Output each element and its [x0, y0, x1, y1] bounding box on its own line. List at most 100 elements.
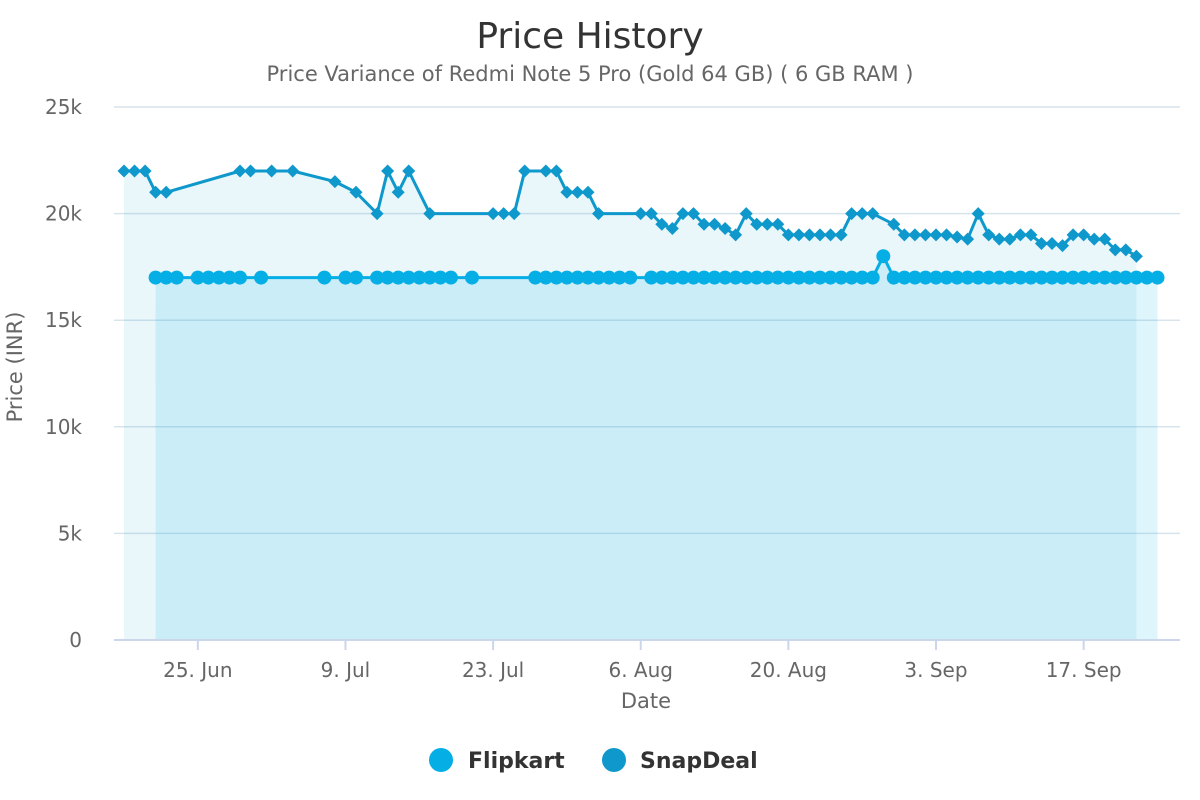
point-flipkart[interactable] — [886, 270, 901, 285]
point-flipkart[interactable] — [760, 270, 775, 285]
point-snapdeal[interactable] — [549, 164, 563, 178]
point-flipkart[interactable] — [992, 270, 1007, 285]
point-flipkart[interactable] — [623, 270, 638, 285]
point-snapdeal[interactable] — [507, 207, 521, 221]
legend-item-flipkart[interactable]: Flipkart — [429, 748, 565, 774]
point-snapdeal[interactable] — [592, 207, 606, 221]
point-snapdeal[interactable] — [1024, 228, 1038, 242]
point-flipkart[interactable] — [422, 270, 437, 285]
point-snapdeal[interactable] — [813, 228, 827, 242]
point-snapdeal[interactable] — [1003, 232, 1017, 246]
point-snapdeal[interactable] — [539, 164, 553, 178]
point-flipkart[interactable] — [1139, 270, 1154, 285]
point-snapdeal[interactable] — [138, 164, 152, 178]
point-flipkart[interactable] — [791, 270, 806, 285]
point-snapdeal[interactable] — [982, 228, 996, 242]
point-flipkart[interactable] — [591, 270, 606, 285]
point-flipkart[interactable] — [159, 270, 174, 285]
point-snapdeal[interactable] — [918, 228, 932, 242]
point-snapdeal[interactable] — [824, 228, 838, 242]
point-flipkart[interactable] — [897, 270, 912, 285]
point-snapdeal[interactable] — [117, 164, 131, 178]
point-flipkart[interactable] — [707, 270, 722, 285]
point-snapdeal[interactable] — [149, 185, 163, 199]
point-snapdeal[interactable] — [855, 207, 869, 221]
point-snapdeal[interactable] — [1077, 228, 1091, 242]
point-snapdeal[interactable] — [1129, 249, 1143, 263]
point-snapdeal[interactable] — [950, 230, 964, 244]
point-snapdeal[interactable] — [1013, 228, 1027, 242]
point-flipkart[interactable] — [465, 270, 479, 285]
point-flipkart[interactable] — [844, 270, 859, 285]
point-flipkart[interactable] — [718, 270, 733, 285]
point-snapdeal[interactable] — [739, 207, 753, 221]
point-flipkart[interactable] — [391, 270, 406, 285]
point-flipkart[interactable] — [855, 270, 870, 285]
point-snapdeal[interactable] — [518, 164, 532, 178]
point-flipkart[interactable] — [665, 270, 680, 285]
point-snapdeal[interactable] — [328, 175, 342, 189]
point-snapdeal[interactable] — [560, 185, 574, 199]
point-snapdeal[interactable] — [128, 164, 142, 178]
point-flipkart[interactable] — [317, 270, 332, 285]
point-flipkart[interactable] — [538, 270, 553, 285]
point-snapdeal[interactable] — [244, 164, 258, 178]
point-snapdeal[interactable] — [159, 185, 173, 199]
point-flipkart[interactable] — [201, 270, 216, 285]
point-flipkart[interactable] — [654, 270, 669, 285]
point-flipkart[interactable] — [929, 270, 943, 285]
point-snapdeal[interactable] — [286, 164, 300, 178]
point-snapdeal[interactable] — [845, 207, 859, 221]
point-flipkart[interactable] — [433, 270, 448, 285]
point-snapdeal[interactable] — [634, 207, 648, 221]
point-snapdeal[interactable] — [961, 232, 975, 246]
point-flipkart[interactable] — [749, 270, 764, 285]
point-flipkart[interactable] — [1055, 270, 1070, 285]
point-flipkart[interactable] — [443, 270, 458, 285]
point-flipkart[interactable] — [254, 270, 269, 285]
point-flipkart[interactable] — [349, 270, 363, 285]
point-flipkart[interactable] — [686, 270, 701, 285]
point-snapdeal[interactable] — [1098, 232, 1112, 246]
point-snapdeal[interactable] — [708, 217, 722, 231]
point-flipkart[interactable] — [549, 270, 564, 285]
point-flipkart[interactable] — [222, 270, 237, 285]
point-flipkart[interactable] — [602, 270, 617, 285]
point-snapdeal[interactable] — [1034, 236, 1048, 250]
point-flipkart[interactable] — [401, 270, 416, 285]
point-flipkart[interactable] — [380, 270, 395, 285]
point-snapdeal[interactable] — [940, 228, 954, 242]
point-snapdeal[interactable] — [391, 185, 405, 199]
point-snapdeal[interactable] — [686, 207, 700, 221]
point-flipkart[interactable] — [1087, 270, 1102, 285]
point-snapdeal[interactable] — [581, 185, 595, 199]
point-flipkart[interactable] — [233, 270, 247, 285]
point-flipkart[interactable] — [1013, 270, 1028, 285]
point-snapdeal[interactable] — [265, 164, 279, 178]
point-snapdeal[interactable] — [908, 228, 922, 242]
point-flipkart[interactable] — [211, 270, 226, 285]
point-flipkart[interactable] — [412, 270, 427, 285]
point-snapdeal[interactable] — [897, 228, 911, 242]
point-snapdeal[interactable] — [381, 164, 395, 178]
point-flipkart[interactable] — [834, 270, 849, 285]
point-flipkart[interactable] — [950, 270, 965, 285]
point-flipkart[interactable] — [1129, 270, 1144, 285]
point-snapdeal[interactable] — [992, 232, 1006, 246]
point-flipkart[interactable] — [1097, 270, 1112, 285]
point-snapdeal[interactable] — [760, 217, 774, 231]
point-flipkart[interactable] — [918, 270, 933, 285]
point-snapdeal[interactable] — [1108, 243, 1122, 257]
point-snapdeal[interactable] — [644, 207, 658, 221]
point-flipkart[interactable] — [971, 270, 986, 285]
point-flipkart[interactable] — [1034, 270, 1049, 285]
point-snapdeal[interactable] — [929, 228, 943, 242]
point-flipkart[interactable] — [528, 270, 543, 285]
point-flipkart[interactable] — [865, 270, 880, 285]
point-flipkart[interactable] — [1150, 270, 1165, 285]
point-snapdeal[interactable] — [971, 207, 985, 221]
point-flipkart[interactable] — [1002, 270, 1017, 285]
point-flipkart[interactable] — [907, 270, 922, 285]
point-flipkart[interactable] — [802, 270, 817, 285]
point-snapdeal[interactable] — [1056, 239, 1070, 253]
